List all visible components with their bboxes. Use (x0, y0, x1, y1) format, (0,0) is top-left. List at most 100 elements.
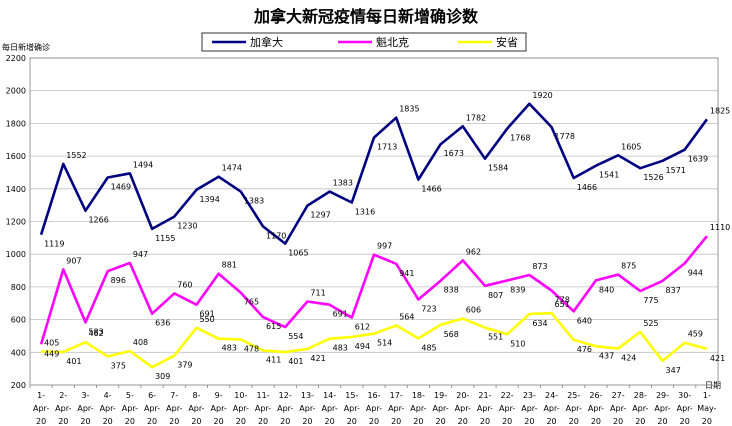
data-label: 1469 (111, 183, 131, 192)
x-tick-label: 20 (258, 417, 268, 426)
x-tick-label: 20 (325, 417, 335, 426)
series-lines (39, 102, 708, 369)
data-label: 765 (244, 298, 259, 307)
data-label: 775 (643, 296, 658, 305)
data-label: 1584 (488, 164, 508, 173)
x-tick-label: 1- (703, 391, 711, 400)
x-tick-label: Apr- (499, 404, 515, 413)
x-tick-label: Apr- (455, 404, 471, 413)
x-tick-label: 20 (435, 417, 445, 426)
y-axis-label: 每日新增确诊 (2, 42, 50, 52)
x-tick-label: 20 (58, 417, 68, 426)
y-tick-label: 200 (11, 381, 26, 390)
data-label: 568 (444, 330, 459, 339)
x-tick-label: Apr- (77, 404, 93, 413)
x-tick-label: 20 (302, 417, 312, 426)
data-label: 1768 (510, 134, 530, 143)
data-label: 606 (466, 306, 481, 315)
data-label: 1526 (643, 173, 663, 182)
x-tick-label: 20 (657, 417, 667, 426)
data-label: 944 (688, 268, 703, 277)
data-label: 1541 (599, 171, 619, 180)
x-tick-label: 20 (191, 417, 201, 426)
plot-frame (29, 57, 719, 386)
data-label: 1266 (88, 216, 108, 225)
y-tick-label: 600 (11, 316, 26, 325)
data-label: 478 (244, 345, 259, 354)
data-label: 459 (688, 330, 703, 339)
x-tick-label: Apr- (366, 404, 382, 413)
x-tick-label: 29- (656, 391, 669, 400)
data-label: 1383 (244, 197, 264, 206)
data-label: 1552 (66, 151, 86, 160)
data-label: 437 (599, 351, 614, 360)
x-tick-label: 23- (523, 391, 536, 400)
x-tick-label: Apr- (322, 404, 338, 413)
x-tick-label: 20 (702, 417, 712, 426)
x-tick-label: Apr- (566, 404, 582, 413)
x-tick-label: 11- (256, 391, 269, 400)
data-label: 1155 (155, 234, 175, 243)
data-label: 1466 (421, 185, 441, 194)
x-tick-label: 20 (458, 417, 468, 426)
data-label: 401 (288, 357, 303, 366)
y-tick-label: 1600 (6, 152, 26, 161)
y-tick-label: 1800 (6, 119, 26, 128)
data-label: 711 (310, 288, 325, 297)
data-label: 1316 (355, 208, 375, 217)
x-tick-label: 20 (480, 417, 490, 426)
data-label: 875 (621, 262, 636, 271)
x-tick-label: 27- (612, 391, 625, 400)
legend: 加拿大 魁北克 安省 (201, 32, 527, 52)
data-label: 807 (488, 291, 503, 300)
x-tick-label: 20 (569, 417, 579, 426)
x-tick-label: Apr- (588, 404, 604, 413)
data-label: 636 (155, 319, 170, 328)
data-label: 424 (621, 353, 636, 362)
data-label: 839 (510, 286, 525, 295)
x-tick-label: Apr- (344, 404, 360, 413)
data-label: 525 (643, 319, 658, 328)
data-label: 1605 (621, 142, 641, 151)
y-tick-label: 800 (11, 283, 26, 292)
x-tick-label: 13- (301, 391, 314, 400)
x-tick-label: 15- (345, 391, 358, 400)
data-label: 1782 (466, 113, 486, 122)
x-tick-label: 28- (634, 391, 647, 400)
data-label: 896 (111, 276, 126, 285)
x-tick-label: 20 (280, 417, 290, 426)
y-tick-labels: 200 400 600 800 1000 1200 1400 1600 1800 2000 2200 (6, 54, 26, 390)
x-tick-label: Apr- (55, 404, 71, 413)
x-tick-label: Apr- (388, 404, 404, 413)
series-line-1 (39, 102, 708, 245)
x-tick-label: 20 (546, 417, 556, 426)
x-tick-label: 26- (589, 391, 602, 400)
x-tick-label: Apr- (521, 404, 537, 413)
data-label: 873 (532, 262, 547, 271)
series-line-2 (39, 235, 708, 345)
x-tick-label: 20 (103, 417, 113, 426)
x-tick-label: 20 (369, 417, 379, 426)
x-tick-label: 20 (635, 417, 645, 426)
data-label: 837 (666, 286, 681, 295)
x-tick-label: Apr- (144, 404, 160, 413)
x-tick-label: Apr- (432, 404, 448, 413)
x-tick-label: Apr- (233, 404, 249, 413)
x-tick-label: 17- (390, 391, 403, 400)
data-label: 551 (488, 333, 503, 342)
x-tick-label: 4- (104, 391, 112, 400)
x-tick-label: 7- (170, 391, 178, 400)
data-label: 907 (66, 256, 81, 265)
x-axis-label: 日期 (705, 381, 721, 390)
data-label: 1466 (577, 183, 597, 192)
data-label: 947 (133, 250, 148, 259)
data-label: 997 (377, 242, 392, 251)
x-tick-label: 20 (236, 417, 246, 426)
data-label: 405 (44, 338, 59, 347)
x-tick-label: May- (697, 404, 716, 413)
data-label: 1297 (310, 211, 330, 220)
x-tick-label: Apr- (677, 404, 693, 413)
data-label: 1474 (222, 164, 242, 173)
